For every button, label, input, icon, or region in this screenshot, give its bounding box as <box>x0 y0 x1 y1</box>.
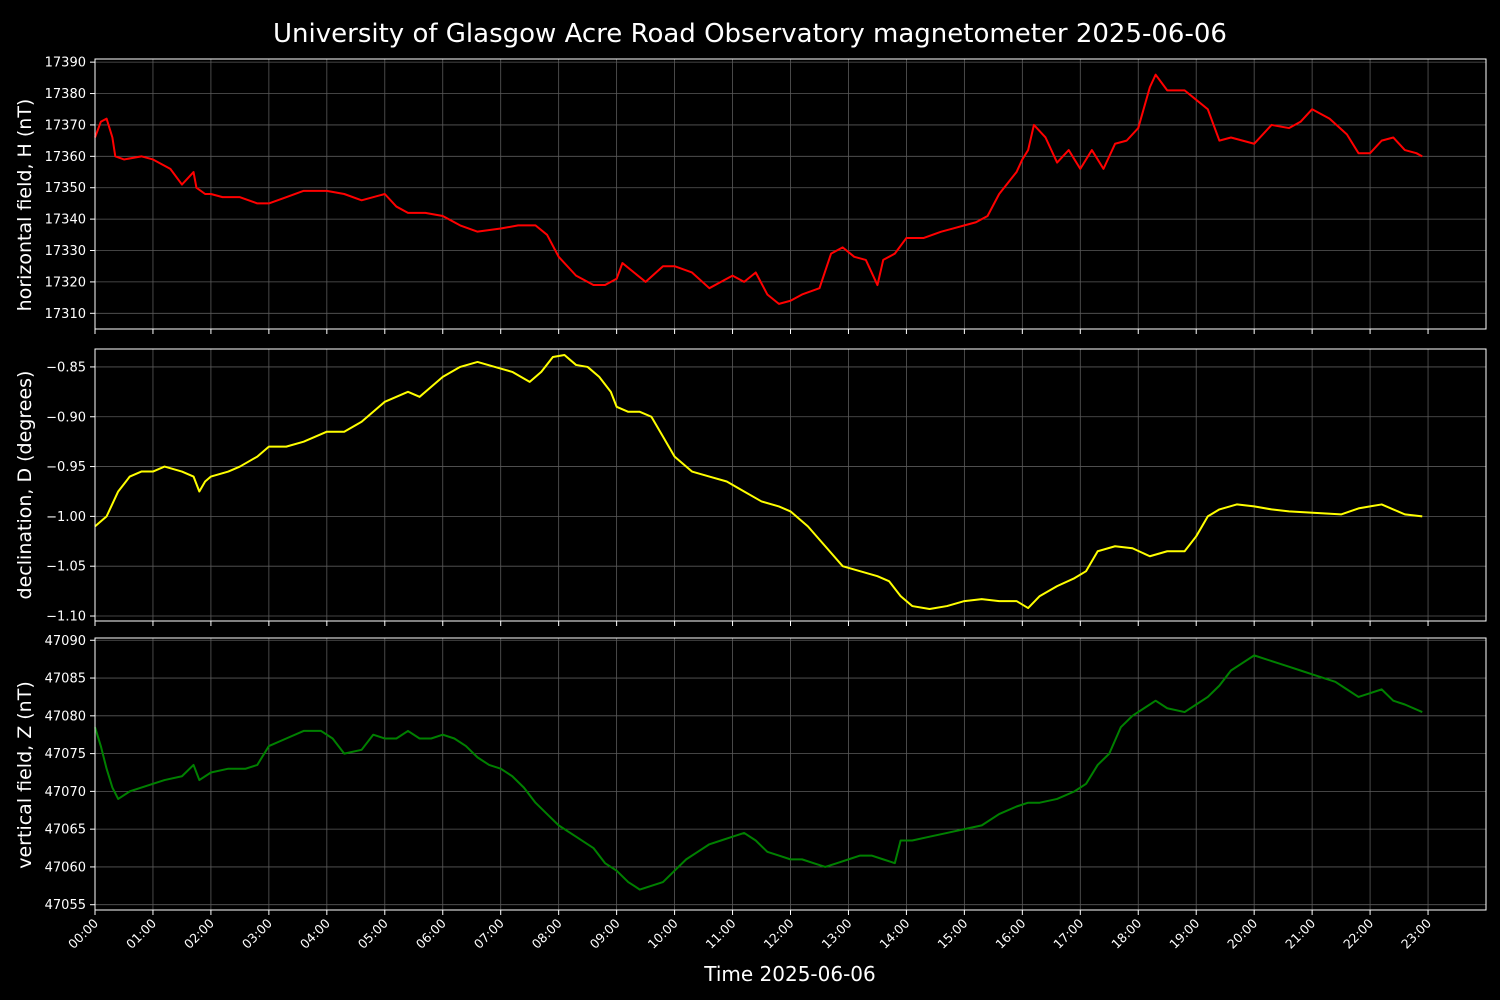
panel-frame <box>94 58 1487 330</box>
y-tick-label: −1.00 <box>46 510 86 525</box>
series-line <box>94 654 1423 891</box>
y-tick-label: 17370 <box>45 118 86 133</box>
y-tick-label: 47060 <box>45 860 86 875</box>
y-tick-label: 17330 <box>45 244 86 259</box>
y-tick-label: 47080 <box>45 709 86 724</box>
y-tick-label: 47065 <box>45 823 86 838</box>
y-tick-label: −0.90 <box>46 410 86 425</box>
series-line <box>94 353 1423 611</box>
y-tick-label: −0.95 <box>46 460 86 475</box>
y-tick-label: 17390 <box>45 56 86 71</box>
y-tick-label: 47055 <box>45 898 86 913</box>
y-tick-label: 47090 <box>45 634 86 649</box>
y-axis-label: horizontal field, H (nT) <box>14 99 36 312</box>
panel-frame <box>94 348 1487 622</box>
y-tick-label: 17320 <box>45 275 86 290</box>
panel-3: 47055 47060 47065 47070 47075 47080 47085 47090… <box>14 634 1487 915</box>
y-axis-label: declination, D (degrees) <box>14 371 36 600</box>
y-tick-label: 17350 <box>45 181 86 196</box>
y-tick-label: 47075 <box>45 747 86 762</box>
y-tick-label: −1.05 <box>46 560 86 575</box>
panel-frame <box>94 637 1487 911</box>
series-line <box>94 73 1423 305</box>
y-tick-label: −1.10 <box>46 610 86 625</box>
y-tick-label: 17380 <box>45 87 86 102</box>
panel-1: 17310 17320 17330 17340 17350 17360 17370 17380… <box>14 56 1487 334</box>
y-tick-label: 17360 <box>45 150 86 165</box>
y-tick-label: 47085 <box>45 672 86 687</box>
x-axis-label: Time 2025-06-06 <box>703 962 876 986</box>
y-axis-label: vertical field, Z (nT) <box>14 681 36 869</box>
y-tick-label: 47070 <box>45 785 86 800</box>
panel-2: −1.10 −1.05 −1.00 −0.95 −0.90 −0.85 declinatio… <box>14 348 1487 626</box>
y-tick-label: −0.85 <box>46 360 86 375</box>
chart-title: University of Glasgow Acre Road Observat… <box>273 19 1227 49</box>
y-tick-label: 17340 <box>45 213 86 228</box>
y-tick-label: 17310 <box>45 307 86 322</box>
